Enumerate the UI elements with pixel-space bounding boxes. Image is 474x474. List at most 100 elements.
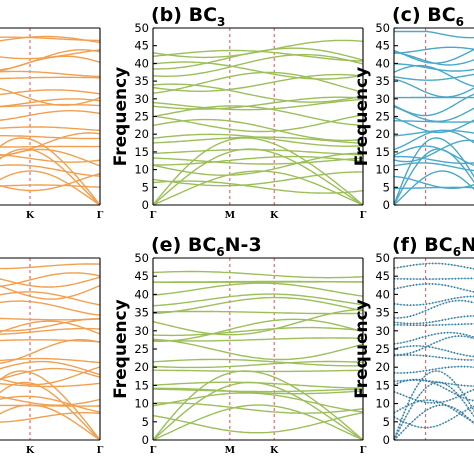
band-line xyxy=(0,272,100,288)
band-line xyxy=(394,64,474,87)
y-tick-label: 5 xyxy=(383,415,390,429)
y-tick-label: 25 xyxy=(134,342,149,356)
y-tick-label: 50 xyxy=(134,251,149,265)
band-line xyxy=(0,395,100,406)
band-line xyxy=(394,73,474,81)
y-tick-label: 30 xyxy=(134,324,149,338)
x-tick-label: K xyxy=(270,445,279,456)
band-line xyxy=(153,137,363,205)
y-tick-label: 5 xyxy=(142,180,149,194)
band-line xyxy=(0,148,100,205)
x-tick-label: K xyxy=(270,210,279,221)
band-line-under xyxy=(394,389,474,404)
band-line-under xyxy=(394,283,474,293)
y-tick-label: 45 xyxy=(134,269,149,283)
band-line xyxy=(394,78,474,98)
band-line xyxy=(153,282,363,297)
band-line xyxy=(0,145,100,148)
x-tick-label: Γ xyxy=(360,210,367,221)
y-tick-label: 40 xyxy=(375,287,390,301)
y-tick-label: 25 xyxy=(134,110,149,124)
y-tick-label: 45 xyxy=(134,39,149,53)
band-line xyxy=(153,61,363,80)
x-tick-label: Γ xyxy=(150,210,157,221)
band-line xyxy=(394,162,474,172)
y-tick-label: 35 xyxy=(134,74,149,88)
band-line xyxy=(153,381,363,389)
band-line xyxy=(0,76,100,80)
band-line xyxy=(0,153,100,163)
y-tick-label: 50 xyxy=(375,21,390,35)
band-line xyxy=(394,139,474,163)
band-line xyxy=(394,51,474,66)
y-tick-label: 30 xyxy=(375,324,390,338)
band-line-under xyxy=(394,354,474,361)
bands xyxy=(0,263,100,440)
y-tick-label: 5 xyxy=(383,180,390,194)
band-line xyxy=(394,48,474,64)
band-line xyxy=(0,126,100,132)
band-line xyxy=(153,326,363,337)
y-tick-label: 30 xyxy=(134,92,149,106)
band-line xyxy=(153,358,363,367)
band-line xyxy=(0,291,100,306)
band-line xyxy=(153,404,363,440)
band-line-under xyxy=(394,379,474,387)
band-line-under xyxy=(394,370,474,440)
band-line xyxy=(394,262,474,270)
band-line xyxy=(394,117,474,134)
band-line xyxy=(0,164,100,177)
band-line xyxy=(0,320,100,335)
band-line xyxy=(394,175,474,189)
reference-lines xyxy=(394,258,474,440)
band-line xyxy=(0,382,100,388)
y-tick-label: 10 xyxy=(134,163,149,177)
band-line xyxy=(0,317,100,321)
panel-c: 0 5 10 15 20 25 30 35 40 45 50 Frequency (c) BC6 xyxy=(352,4,474,212)
y-tick-label: 25 xyxy=(375,110,390,124)
band-line xyxy=(0,172,100,192)
band-line xyxy=(153,337,363,342)
band-line xyxy=(394,63,474,72)
band-line xyxy=(153,83,363,103)
panel-title: (f) BC6N xyxy=(392,234,474,259)
band-line xyxy=(0,318,100,332)
y-tick-label: 35 xyxy=(375,306,390,320)
band-line-under xyxy=(394,296,474,306)
band-line-under xyxy=(394,323,474,326)
band-line xyxy=(394,299,474,319)
band-line-under xyxy=(394,332,474,345)
band-line xyxy=(153,318,363,342)
band-line xyxy=(394,381,474,440)
band-line xyxy=(153,98,363,111)
band-line xyxy=(0,284,100,300)
band-line xyxy=(153,114,363,133)
band-line xyxy=(153,155,363,166)
y-tick-label: 30 xyxy=(375,92,390,106)
band-line-under xyxy=(394,382,474,440)
y-tick-label: 50 xyxy=(375,251,390,265)
y-tick-label: 15 xyxy=(375,145,390,159)
y-tick-label: 15 xyxy=(134,145,149,159)
panel-b: 0 5 10 15 20 25 30 35 40 45 50 Γ M K Γ Frequency (b) BC3 xyxy=(111,4,367,221)
band-line-under xyxy=(394,335,474,356)
y-tick-label: 15 xyxy=(134,378,149,392)
band-line xyxy=(394,155,474,165)
y-axis-label: Frequency xyxy=(111,67,131,167)
band-line xyxy=(0,49,100,60)
band-line xyxy=(0,300,100,316)
y-tick-label: 20 xyxy=(375,127,390,141)
band-line xyxy=(394,354,474,361)
bands xyxy=(394,262,474,440)
band-line-under xyxy=(394,404,474,440)
x-tick-label: K xyxy=(26,210,35,221)
band-line xyxy=(0,381,100,440)
band-line xyxy=(0,339,100,364)
y-tick-label: 35 xyxy=(134,306,149,320)
band-line xyxy=(0,339,100,343)
y-tick-label: 0 xyxy=(383,198,390,212)
x-tick-label: K xyxy=(26,445,35,456)
band-line xyxy=(0,367,100,380)
band-line xyxy=(0,98,100,108)
